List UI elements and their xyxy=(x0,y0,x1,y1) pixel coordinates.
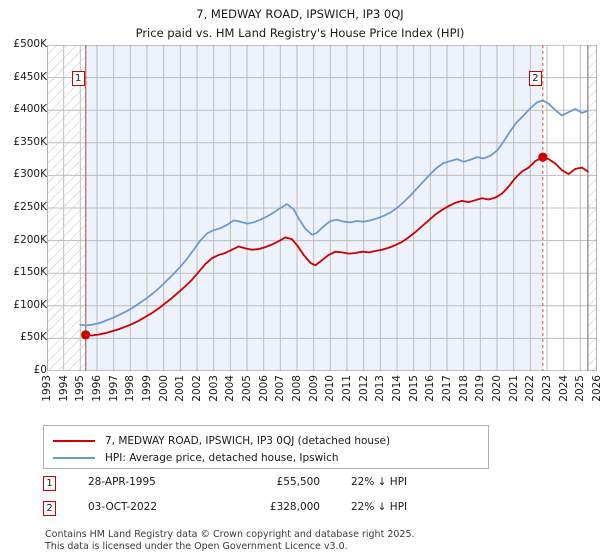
footer-line-2: This data is licensed under the Open Gov… xyxy=(45,540,348,552)
x-axis-tick-label: 2007 xyxy=(274,375,287,402)
legend-color-swatch xyxy=(53,440,95,442)
title-block: 7, MEDWAY ROAD, IPSWICH, IP3 0QJ Price p… xyxy=(0,0,600,42)
y-axis-tick-label: £250K xyxy=(13,201,47,213)
table-row[interactable]: 2 03-OCT-2022 £328,000 22% ↓ HPI xyxy=(43,499,493,524)
x-axis-tick-label: 2010 xyxy=(324,375,337,402)
x-axis-tick-label: 2013 xyxy=(374,375,387,402)
x-axis-tick-label: 2025 xyxy=(574,375,587,402)
x-axis-tick-label: 1999 xyxy=(141,375,153,402)
x-axis-tick-label: 2014 xyxy=(391,375,403,402)
x-axis-tick-label: 2026 xyxy=(591,375,600,402)
page-title: 7, MEDWAY ROAD, IPSWICH, IP3 0QJ xyxy=(196,7,404,21)
x-axis-tick-label: 2001 xyxy=(174,375,187,402)
legend-item[interactable]: HPI: Average price, detached house, Ipsw… xyxy=(53,449,339,467)
x-axis-tick-label: 1997 xyxy=(107,375,120,402)
table-row[interactable]: 1 28-APR-1995 £55,500 22% ↓ HPI xyxy=(43,474,493,499)
y-axis-tick-label: £500K xyxy=(13,38,47,50)
plot-gridlines xyxy=(47,45,597,371)
x-axis-tick-label: 1994 xyxy=(57,375,70,402)
chart-legend: 7, MEDWAY ROAD, IPSWICH, IP3 0QJ (detach… xyxy=(43,425,489,469)
x-axis-tick-label: 2021 xyxy=(507,375,520,402)
x-axis-tick-label: 2004 xyxy=(224,375,237,402)
chart-plot-area xyxy=(47,45,597,371)
x-axis-tick-label: 2015 xyxy=(407,375,420,402)
legend-label: 7, MEDWAY ROAD, IPSWICH, IP3 0QJ (detach… xyxy=(105,435,391,447)
transaction-date: 28-APR-1995 xyxy=(88,476,156,488)
legend-label: HPI: Average price, detached house, Ipsw… xyxy=(105,452,339,464)
x-axis-tick-label: 1996 xyxy=(91,375,103,402)
transaction-price: £55,500 xyxy=(276,476,320,488)
legend-color-swatch xyxy=(53,457,95,459)
x-axis-tick-label: 2002 xyxy=(191,375,203,402)
x-axis-tick-label: 2000 xyxy=(157,375,170,402)
page-subtitle: Price paid vs. HM Land Registry's House … xyxy=(135,26,465,40)
x-axis-tick-label: 2008 xyxy=(291,375,303,402)
footer-attribution: Contains HM Land Registry data © Crown c… xyxy=(45,529,565,552)
transaction-date: 03-OCT-2022 xyxy=(88,501,157,513)
legend-item[interactable]: 7, MEDWAY ROAD, IPSWICH, IP3 0QJ (detach… xyxy=(53,432,390,450)
chart-svg xyxy=(47,45,597,371)
x-axis-tick-label: 2011 xyxy=(341,375,353,402)
x-axis-tick-label: 1993 xyxy=(41,375,53,402)
transaction-index-badge: 1 xyxy=(43,476,56,491)
y-axis-tick-label: £450K xyxy=(13,70,47,83)
x-axis-tick-label: 2023 xyxy=(541,375,553,402)
y-axis-tick-label: £50K xyxy=(20,331,47,344)
x-axis-tick-label: 2005 xyxy=(241,375,253,402)
x-axis-tick-label: 2018 xyxy=(457,375,470,402)
transaction-index-badge: 2 xyxy=(43,501,56,516)
x-axis-tick-label: 2006 xyxy=(257,375,270,402)
x-axis-tick-label: 2024 xyxy=(557,375,570,402)
y-axis-tick-label: £200K xyxy=(13,233,47,246)
x-axis-tick-label: 2017 xyxy=(441,375,453,402)
transaction-hpi-delta: 22% ↓ HPI xyxy=(351,501,408,513)
x-axis-tick-label: 1998 xyxy=(124,375,137,402)
x-axis-tick-label: 2022 xyxy=(524,375,537,402)
y-axis-tick-label: £350K xyxy=(13,135,47,148)
plot-series-lines xyxy=(79,99,589,337)
y-axis-tick-label: £300K xyxy=(13,168,47,181)
x-axis-tick-label: 2016 xyxy=(424,375,437,402)
transaction-price: £328,000 xyxy=(269,501,320,513)
y-axis-tick-label: £400K xyxy=(13,103,47,116)
x-axis-tick-label: 2003 xyxy=(207,375,220,402)
x-axis-tick-label: 2009 xyxy=(307,375,320,402)
x-axis-tick-label: 2012 xyxy=(357,375,370,402)
y-axis-tick-label: £100K xyxy=(13,298,47,311)
event-marker-lines xyxy=(85,45,544,371)
chart-marker-flag[interactable]: 1 xyxy=(71,71,85,86)
chart-marker-flag[interactable]: 2 xyxy=(528,71,542,86)
transaction-hpi-delta: 22% ↓ HPI xyxy=(351,476,408,488)
y-axis-tick-label: £150K xyxy=(13,266,47,279)
footer-line-1: Contains HM Land Registry data © Crown c… xyxy=(45,529,415,540)
plot-sale-markers xyxy=(81,152,548,340)
x-axis-tick-label: 2019 xyxy=(474,375,487,402)
transactions-table: 1 28-APR-1995 £55,500 22% ↓ HPI 2 03-OCT-2022… xyxy=(43,474,493,524)
y-axis-tick-label: £0 xyxy=(33,364,47,376)
x-axis-tick-label: 2020 xyxy=(491,375,503,402)
x-axis-tick-label: 1995 xyxy=(74,375,87,402)
